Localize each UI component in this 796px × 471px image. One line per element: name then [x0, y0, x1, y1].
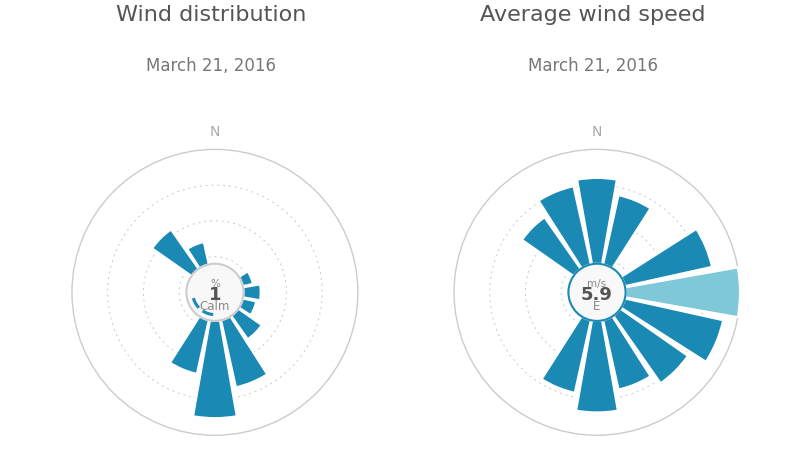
- Wedge shape: [221, 317, 267, 387]
- Text: %: %: [210, 279, 220, 289]
- Text: Wind distribution: Wind distribution: [115, 5, 306, 24]
- Wedge shape: [243, 284, 260, 300]
- Wedge shape: [603, 195, 650, 268]
- Text: March 21, 2016: March 21, 2016: [528, 57, 658, 74]
- Wedge shape: [522, 218, 580, 276]
- Wedge shape: [621, 299, 723, 362]
- Wedge shape: [152, 229, 198, 276]
- Text: 5.9: 5.9: [581, 285, 613, 304]
- Wedge shape: [239, 299, 256, 315]
- Text: m/s: m/s: [587, 279, 607, 289]
- Text: N: N: [591, 125, 603, 139]
- Wedge shape: [625, 268, 740, 317]
- Text: Calm: Calm: [200, 300, 230, 313]
- Wedge shape: [576, 320, 618, 413]
- Circle shape: [568, 264, 626, 321]
- Text: E: E: [593, 300, 601, 313]
- Circle shape: [186, 264, 244, 321]
- Wedge shape: [614, 309, 688, 383]
- Wedge shape: [542, 317, 591, 393]
- Wedge shape: [577, 178, 617, 264]
- Wedge shape: [239, 271, 253, 286]
- Wedge shape: [232, 309, 262, 339]
- Text: Average wind speed: Average wind speed: [480, 5, 706, 24]
- Wedge shape: [170, 317, 209, 374]
- Wedge shape: [603, 317, 650, 390]
- Wedge shape: [187, 242, 209, 268]
- Text: March 21, 2016: March 21, 2016: [146, 57, 276, 74]
- Wedge shape: [621, 229, 712, 286]
- Text: N: N: [209, 125, 220, 139]
- Wedge shape: [193, 320, 236, 418]
- Text: 1: 1: [209, 285, 221, 304]
- Wedge shape: [539, 186, 591, 268]
